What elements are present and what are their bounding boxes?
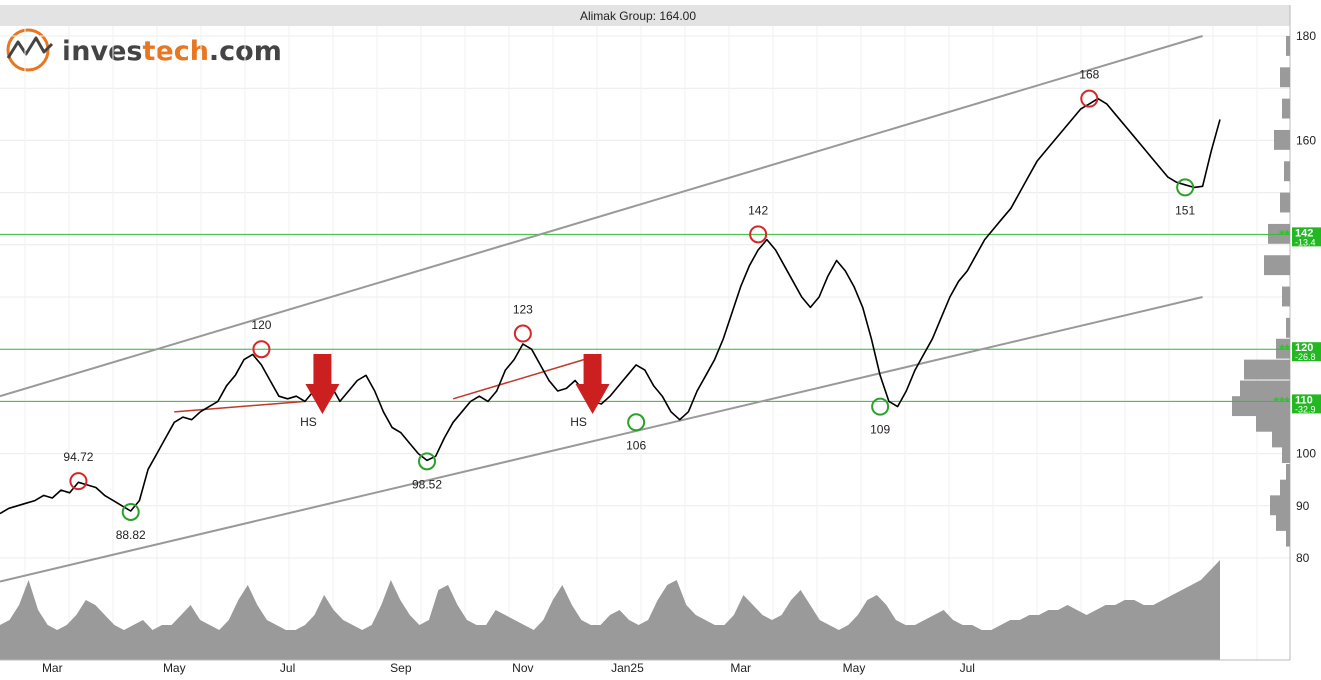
x-tick-label: Mar	[42, 661, 63, 675]
pivot-label: 94.72	[63, 450, 93, 464]
pivot-bottom-marker	[871, 397, 890, 416]
chart-title: Alimak Group: 164.00	[580, 9, 696, 23]
level-stars: **	[1279, 226, 1290, 242]
logo-mid: tech	[142, 36, 208, 67]
price-line-group	[0, 97, 1221, 515]
hs-label: HS	[570, 415, 587, 429]
x-tick-label: May	[843, 661, 866, 675]
volume-profile-bar	[1244, 359, 1290, 380]
logo-prefix: inves	[62, 36, 142, 67]
pivot-label: 88.82	[116, 528, 146, 542]
volume-profile-bar	[1286, 317, 1290, 338]
pivot-markers: 94.72 88.82 120 98.52 123 106 142 109 168 151	[63, 68, 1195, 542]
x-axis: Mar May Jul Sep Nov Jan25 Mar May Jul	[0, 659, 1290, 675]
volume-profile-bar	[1240, 380, 1290, 401]
pivot-bottom-marker	[418, 452, 436, 471]
pivot-label: 106	[626, 438, 646, 452]
volume-profile-bar	[1276, 511, 1290, 531]
level-tag-box	[1292, 227, 1321, 247]
channel-upper-line	[0, 35, 1203, 398]
x-tick-label: May	[163, 661, 186, 675]
volume-profile-bar	[1280, 67, 1290, 88]
y-tick-label: 180	[1296, 29, 1316, 43]
pivot-top-marker	[513, 324, 532, 343]
hs-sell-arrow-icon	[305, 354, 340, 414]
trend-channel	[0, 35, 1203, 583]
y-tick-label: 100	[1296, 447, 1316, 461]
level-tag-box	[1292, 342, 1321, 362]
hs-sell-arrow-icon	[575, 354, 610, 414]
level-stars: **	[1279, 341, 1290, 357]
volume-profile-bar	[1264, 255, 1290, 276]
x-tick-label: Jul	[280, 661, 295, 675]
pivot-bottom-marker	[1176, 178, 1195, 197]
pivot-top-marker	[69, 472, 88, 491]
pivot-top-marker	[749, 225, 768, 244]
hs-necklines	[174, 358, 585, 413]
pivot-label: 168	[1079, 68, 1099, 82]
pivot-bottom-marker	[121, 502, 140, 521]
level-tag-value: 110	[1295, 394, 1313, 406]
level-tag-value: 120	[1295, 342, 1313, 354]
volume-area	[0, 560, 1220, 660]
support-resistance-lines	[0, 233, 1290, 402]
level-tag-value: 142	[1295, 227, 1313, 239]
volume-profile-bar	[1256, 411, 1290, 432]
x-tick-label: Nov	[512, 661, 533, 675]
investtech-logo-icon	[6, 28, 54, 72]
y-tick-label: 90	[1296, 499, 1310, 513]
hs-label: HS	[300, 415, 317, 429]
volume-profile-bar	[1286, 526, 1290, 547]
y-tick-label: 80	[1296, 551, 1310, 565]
pivot-bottom-marker	[627, 413, 646, 432]
y-tick-label: 160	[1296, 133, 1316, 147]
volume-profile-bar	[1282, 443, 1290, 464]
x-tick-label: Sep	[390, 661, 412, 675]
volume-profile-bar	[1284, 161, 1290, 182]
volume-profile-bar	[1280, 479, 1290, 500]
pivot-top-marker	[252, 340, 271, 359]
price-line	[0, 97, 1221, 515]
title-bar	[0, 5, 1290, 26]
pivot-label: 142	[748, 203, 768, 217]
level-tag-percent: -32.9	[1295, 404, 1316, 414]
level-tag-box	[1292, 394, 1321, 414]
channel-lower-line	[0, 296, 1203, 583]
volume-profile-bar	[1272, 427, 1290, 448]
pivot-top-marker	[1080, 89, 1099, 108]
x-tick-label: Jan25	[611, 661, 644, 675]
y-axis: 180 160 100 90 80	[1296, 29, 1316, 565]
volume-area-shape	[0, 560, 1220, 660]
neckline-1	[452, 358, 585, 400]
volume-profile-bar	[1274, 129, 1290, 150]
x-tick-label: Jul	[960, 661, 975, 675]
pivot-label: 151	[1175, 203, 1195, 217]
x-tick-label: Mar	[730, 661, 751, 675]
level-tag-percent: -13.4	[1295, 237, 1316, 247]
pivot-label: 120	[251, 318, 271, 332]
pivot-label: 109	[870, 423, 890, 437]
volume-profile-histogram	[1232, 36, 1290, 547]
neckline-0	[174, 400, 306, 413]
volume-profile-bar	[1270, 495, 1290, 516]
volume-profile-bar	[1282, 286, 1290, 307]
logo-text: investech.com	[62, 36, 282, 67]
volume-profile-bar	[1286, 36, 1290, 56]
volume-profile-bar	[1282, 98, 1290, 119]
level-tag-percent: -26.8	[1295, 352, 1316, 362]
level-stars: ***	[1274, 393, 1291, 409]
hs-arrows: HS HS	[300, 354, 610, 429]
volume-profile-bar	[1280, 192, 1290, 213]
volume-profile-bar	[1286, 464, 1290, 484]
pivot-label: 123	[513, 303, 533, 317]
pivot-label: 98.52	[412, 477, 442, 491]
level-tags: ** 142-13.4 ** 120-26.8 *** 110-32.9	[1274, 226, 1321, 414]
